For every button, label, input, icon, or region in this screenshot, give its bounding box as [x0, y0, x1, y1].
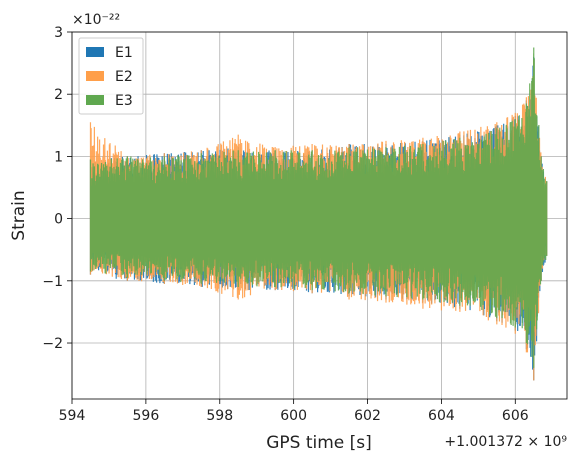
x-tick-label: 594	[59, 408, 86, 424]
x-tick-label: 602	[354, 408, 381, 424]
y-tick-label: 0	[54, 212, 63, 228]
x-offset-label: +1.001372 × 10⁹	[444, 434, 567, 450]
series-line-e3	[89, 47, 548, 368]
legend-swatch-e1	[86, 47, 104, 57]
y-tick-label: −2	[42, 336, 63, 352]
y-tick-label: 1	[54, 149, 63, 165]
y-scale-label: ×10⁻²²	[72, 12, 120, 28]
legend-label: E1	[115, 45, 133, 61]
legend-swatch-e2	[86, 71, 104, 81]
legend: E1 E2 E3	[78, 37, 144, 115]
legend-label: E3	[115, 93, 133, 109]
x-tick-label: 596	[133, 408, 160, 424]
legend-label: E2	[115, 69, 133, 85]
x-axis: 594 596 598 600 602 604 606	[59, 399, 529, 424]
y-tick-label: −1	[42, 274, 63, 290]
x-tick-label: 600	[280, 408, 307, 424]
y-tick-label: 2	[54, 87, 63, 103]
x-tick-label: 598	[206, 408, 233, 424]
x-tick-label: 606	[502, 408, 529, 424]
y-tick-label: 3	[54, 25, 63, 41]
y-axis: −2 −1 0 1 2 3	[42, 25, 72, 352]
series-layer	[89, 47, 548, 381]
y-axis-label: Strain	[9, 190, 29, 240]
x-axis-label: GPS time [s]	[266, 433, 372, 453]
legend-swatch-e3	[86, 95, 104, 105]
x-tick-label: 604	[428, 408, 455, 424]
plot-frame	[71, 31, 568, 400]
